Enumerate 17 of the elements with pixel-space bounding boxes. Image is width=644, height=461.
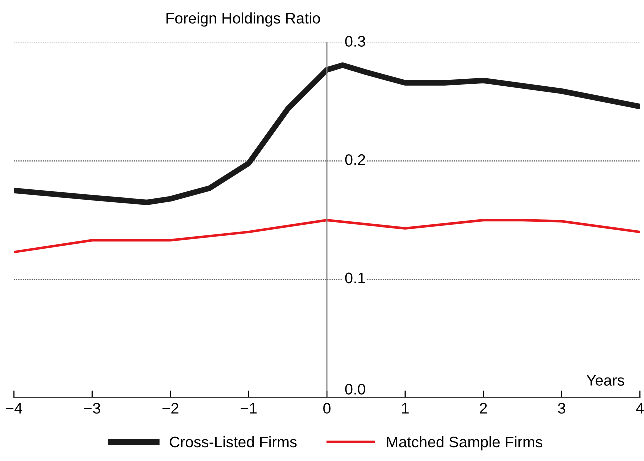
y-tick-label: 0.1 — [345, 272, 366, 284]
x-tick-label: 1 — [402, 403, 409, 414]
x-axis-title: Years — [586, 375, 624, 386]
legend-label: Cross-Listed Firms — [170, 436, 297, 448]
legend-label: Matched Sample Firms — [387, 436, 543, 451]
y-tick-label: 0.0 — [345, 384, 366, 395]
y-axis-title: Foreign Holdings Ratio — [166, 12, 320, 27]
x-tick-label: 4 — [636, 403, 644, 414]
x-tick-label: −2 — [162, 403, 179, 414]
y-tick-label: 0.2 — [345, 154, 366, 166]
x-tick-label: 3 — [558, 403, 566, 414]
x-tick-label: 0 — [324, 403, 331, 414]
x-tick-label: −4 — [6, 403, 22, 414]
y-tick-label: 0.3 — [345, 36, 366, 47]
x-tick-label: 2 — [480, 403, 488, 414]
x-tick-label: −3 — [84, 403, 100, 414]
x-tick-label: −1 — [240, 403, 257, 414]
